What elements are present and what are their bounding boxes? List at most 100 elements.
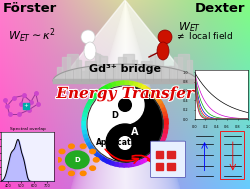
Circle shape (81, 30, 94, 44)
Wedge shape (131, 82, 137, 88)
Circle shape (157, 30, 171, 44)
Text: A: A (131, 127, 138, 137)
Ellipse shape (84, 42, 96, 60)
Polygon shape (60, 0, 189, 81)
Bar (99, 56, 107, 80)
Wedge shape (94, 151, 102, 158)
Bar (167, 163, 174, 170)
Text: Förster: Förster (3, 2, 57, 15)
Wedge shape (162, 127, 167, 133)
Wedge shape (135, 83, 141, 89)
Wedge shape (101, 85, 108, 92)
Circle shape (118, 99, 131, 111)
Bar (122, 54, 133, 80)
Bar (159, 66, 170, 80)
Bar (62, 57, 70, 80)
Wedge shape (152, 146, 159, 153)
Wedge shape (127, 81, 132, 87)
Wedge shape (82, 130, 88, 136)
Text: Applications: Applications (96, 138, 149, 147)
Wedge shape (86, 100, 93, 107)
Wedge shape (143, 155, 150, 162)
Circle shape (90, 149, 95, 154)
Text: $W_{ET}$: $W_{ET}$ (177, 20, 200, 34)
Text: Dexter: Dexter (194, 2, 244, 15)
Bar (150, 54, 155, 80)
Wedge shape (159, 106, 165, 112)
Wedge shape (86, 142, 93, 148)
Wedge shape (114, 81, 119, 87)
Wedge shape (98, 154, 105, 161)
Bar (131, 60, 136, 80)
Bar (155, 163, 163, 170)
Circle shape (65, 151, 89, 169)
Wedge shape (114, 161, 120, 167)
Bar (94, 54, 99, 80)
Wedge shape (82, 122, 87, 127)
Circle shape (80, 171, 86, 176)
Wedge shape (106, 158, 112, 165)
Circle shape (106, 86, 144, 124)
Wedge shape (157, 102, 164, 108)
Wedge shape (155, 143, 162, 150)
Wedge shape (123, 81, 128, 86)
Wedge shape (142, 86, 149, 93)
Wedge shape (82, 117, 87, 123)
Bar (154, 56, 162, 80)
Bar (118, 57, 126, 80)
Circle shape (90, 166, 95, 170)
Circle shape (93, 158, 99, 162)
Wedge shape (83, 108, 89, 115)
Wedge shape (139, 157, 146, 164)
Wedge shape (102, 156, 108, 163)
Text: D: D (111, 112, 118, 121)
Wedge shape (98, 88, 104, 94)
Text: $\neq$ local field: $\neq$ local field (174, 31, 233, 41)
Wedge shape (162, 119, 167, 124)
Circle shape (106, 124, 144, 162)
Wedge shape (139, 84, 145, 91)
Wedge shape (91, 93, 98, 100)
Bar (113, 66, 118, 80)
Wedge shape (118, 81, 124, 86)
Wedge shape (154, 98, 162, 105)
Circle shape (80, 144, 86, 148)
Circle shape (59, 149, 64, 154)
Circle shape (68, 144, 74, 148)
Bar (57, 67, 62, 80)
Bar (173, 57, 181, 80)
Ellipse shape (156, 42, 168, 60)
Wedge shape (136, 159, 142, 165)
Wedge shape (84, 138, 91, 144)
Wedge shape (94, 90, 101, 97)
Text: +: + (24, 103, 28, 108)
Wedge shape (146, 88, 153, 95)
Bar (187, 60, 192, 80)
Wedge shape (119, 162, 124, 167)
Wedge shape (146, 152, 153, 159)
Title: Spectral overlap: Spectral overlap (10, 127, 45, 131)
Wedge shape (83, 134, 89, 140)
Wedge shape (160, 110, 166, 116)
Wedge shape (110, 160, 116, 166)
Text: Energy Transfer: Energy Transfer (56, 87, 193, 101)
Wedge shape (162, 123, 167, 129)
Bar (168, 66, 173, 80)
Wedge shape (161, 114, 167, 120)
Text: $W_{ET}{\sim}\kappa^2$: $W_{ET}{\sim}\kappa^2$ (8, 27, 56, 45)
Bar (167, 151, 174, 158)
Wedge shape (105, 84, 112, 90)
Wedge shape (132, 160, 138, 166)
Wedge shape (123, 162, 128, 167)
Wedge shape (124, 86, 162, 162)
Wedge shape (149, 91, 156, 98)
Wedge shape (88, 97, 95, 104)
Wedge shape (84, 104, 91, 111)
Circle shape (68, 171, 74, 176)
Wedge shape (162, 119, 167, 124)
Bar (220, 131, 243, 179)
Bar (178, 54, 188, 80)
Wedge shape (82, 126, 87, 132)
Bar (136, 72, 144, 80)
Wedge shape (150, 149, 156, 156)
